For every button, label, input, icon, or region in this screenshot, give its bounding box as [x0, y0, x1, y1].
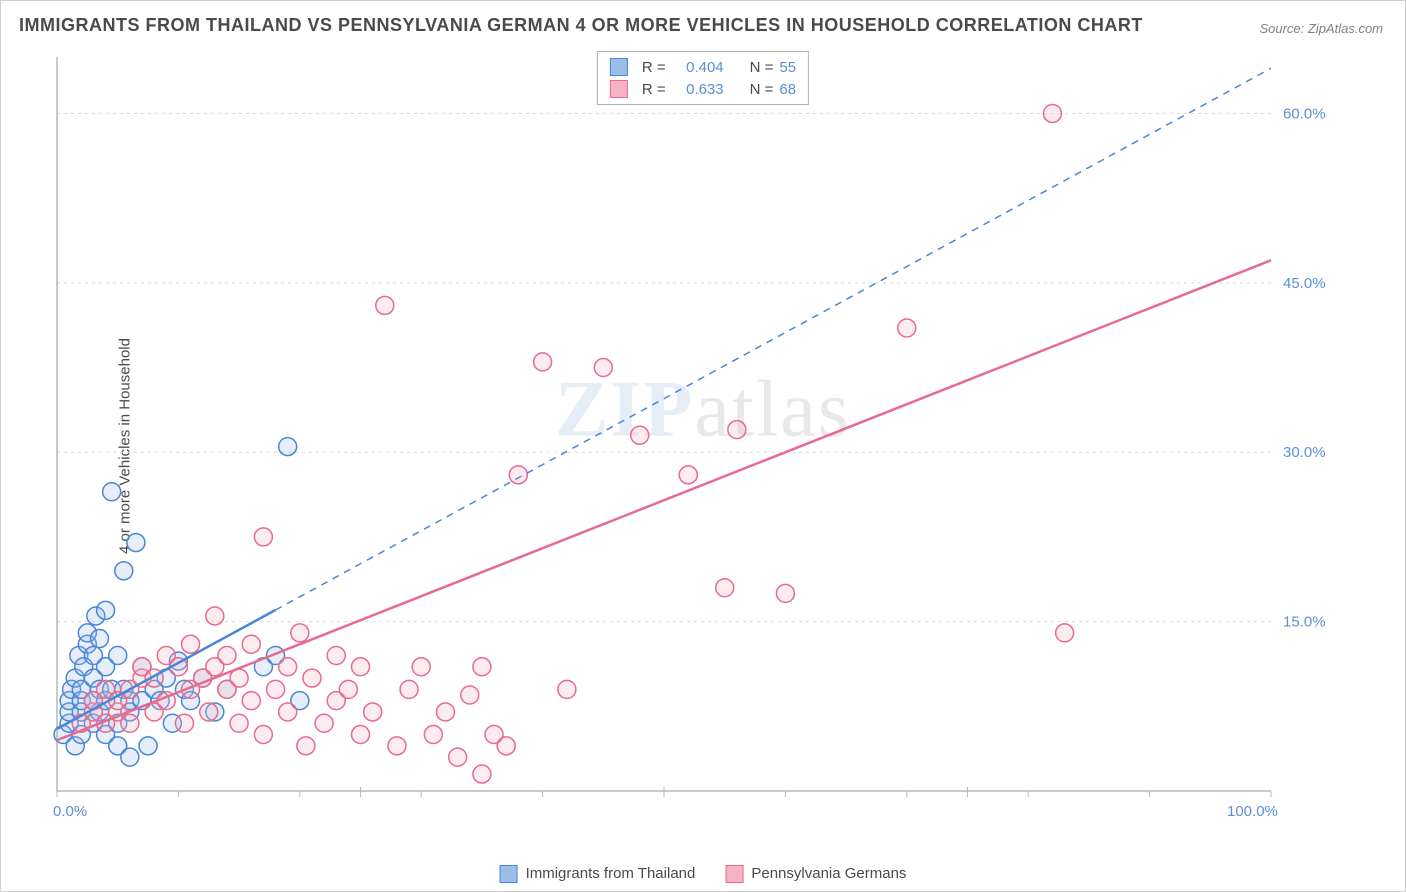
data-point: [339, 680, 357, 698]
source-attribution: Source: ZipAtlas.com: [1259, 21, 1383, 36]
data-point: [267, 680, 285, 698]
legend-swatch: [610, 58, 628, 76]
data-point: [115, 562, 133, 580]
data-point: [364, 703, 382, 721]
legend-n-label: N =: [750, 59, 774, 76]
legend-swatch: [725, 865, 743, 883]
data-point: [139, 737, 157, 755]
legend-n-value: 55: [779, 59, 796, 76]
x-axis-min-label: 0.0%: [53, 803, 87, 820]
data-point: [461, 686, 479, 704]
chart-container: IMMIGRANTS FROM THAILAND VS PENNSYLVANIA…: [0, 0, 1406, 892]
data-point: [315, 714, 333, 732]
data-point: [254, 528, 272, 546]
data-point: [254, 726, 272, 744]
data-point: [200, 703, 218, 721]
data-point: [1043, 104, 1061, 122]
legend-n-label: N =: [750, 81, 774, 98]
data-point: [279, 438, 297, 456]
data-point: [121, 714, 139, 732]
legend-label: Pennsylvania Germans: [751, 865, 906, 882]
data-point: [898, 319, 916, 337]
data-point: [728, 421, 746, 439]
trend-line: [57, 260, 1271, 740]
data-point: [327, 646, 345, 664]
chart-title: IMMIGRANTS FROM THAILAND VS PENNSYLVANIA…: [19, 15, 1143, 36]
legend-r-label: R =: [642, 81, 666, 98]
data-point: [376, 296, 394, 314]
legend-swatch: [610, 80, 628, 98]
legend-row: R = 0.404 N = 55: [610, 56, 796, 78]
correlation-legend: R = 0.404 N = 55 R = 0.633 N = 68: [597, 51, 809, 105]
data-point: [449, 748, 467, 766]
legend-swatch: [500, 865, 518, 883]
data-point: [291, 624, 309, 642]
data-point: [279, 658, 297, 676]
data-point: [218, 646, 236, 664]
data-point: [97, 601, 115, 619]
data-point: [1056, 624, 1074, 642]
data-point: [352, 726, 370, 744]
data-point: [594, 359, 612, 377]
data-point: [400, 680, 418, 698]
data-point: [558, 680, 576, 698]
data-point: [424, 726, 442, 744]
data-point: [776, 584, 794, 602]
series-legend: Immigrants from Thailand Pennsylvania Ger…: [500, 865, 907, 883]
data-point: [631, 426, 649, 444]
data-point: [303, 669, 321, 687]
x-axis-max-label: 100.0%: [1227, 803, 1278, 820]
legend-n-value: 68: [779, 81, 796, 98]
data-point: [297, 737, 315, 755]
y-tick-label: 60.0%: [1283, 105, 1326, 122]
data-point: [103, 483, 121, 501]
data-point: [497, 737, 515, 755]
data-point: [121, 748, 139, 766]
data-point: [473, 658, 491, 676]
data-point: [175, 714, 193, 732]
data-point: [242, 635, 260, 653]
legend-item: Pennsylvania Germans: [725, 865, 906, 883]
data-point: [534, 353, 552, 371]
y-tick-label: 30.0%: [1283, 444, 1326, 461]
data-point: [412, 658, 430, 676]
data-point: [90, 630, 108, 648]
legend-r-label: R =: [642, 59, 666, 76]
data-point: [109, 646, 127, 664]
legend-r-value: 0.404: [672, 59, 724, 76]
scatter-plot: 15.0% 30.0% 45.0% 60.0%: [51, 51, 1341, 831]
data-point: [230, 714, 248, 732]
data-point: [509, 466, 527, 484]
data-point: [436, 703, 454, 721]
trend-line-dashed: [276, 68, 1271, 610]
legend-row: R = 0.633 N = 68: [610, 78, 796, 100]
data-point: [279, 703, 297, 721]
data-point: [242, 692, 260, 710]
y-tick-label: 15.0%: [1283, 614, 1326, 631]
data-point: [182, 635, 200, 653]
data-point: [206, 607, 224, 625]
y-tick-label: 45.0%: [1283, 275, 1326, 292]
data-point: [127, 534, 145, 552]
data-point: [679, 466, 697, 484]
data-point: [473, 765, 491, 783]
data-point: [352, 658, 370, 676]
data-point: [388, 737, 406, 755]
data-point: [716, 579, 734, 597]
legend-label: Immigrants from Thailand: [526, 865, 696, 882]
legend-item: Immigrants from Thailand: [500, 865, 696, 883]
legend-r-value: 0.633: [672, 81, 724, 98]
